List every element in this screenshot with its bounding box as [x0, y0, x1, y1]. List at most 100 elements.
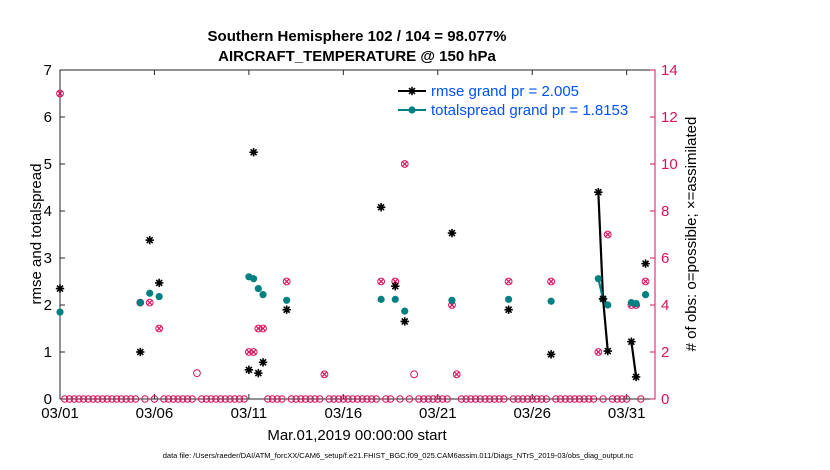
- y2-tick-label: 10: [661, 156, 678, 173]
- obs-zero-point: [353, 395, 362, 403]
- y2-tick-label: 8: [661, 203, 669, 220]
- obs-assimilated-point: [604, 231, 611, 238]
- obs-possible-point: [377, 277, 386, 286]
- obs-zero-point: [183, 395, 192, 403]
- obs-zero-point: [112, 395, 121, 403]
- obs-zero-point: [334, 395, 343, 403]
- legend-spread-label: totalspread grand pr = 1.8153: [431, 102, 628, 119]
- obs-zero-point: [443, 395, 451, 403]
- obs-zero-point: [396, 395, 404, 403]
- obs-zero-point: [486, 395, 494, 403]
- legend-rmse-star: [407, 86, 417, 96]
- obs-zero-point: [226, 395, 234, 403]
- obs-assimilated-point: [250, 349, 257, 355]
- rmse-point: [244, 365, 254, 375]
- obs-zero-point: [339, 395, 348, 403]
- obs-zero-point: [358, 395, 366, 403]
- obs-zero-point: [79, 395, 88, 403]
- obs-zero-point: [585, 395, 593, 403]
- obs-zero-point: [490, 395, 499, 403]
- obs-zero-point: [84, 395, 93, 403]
- obs-zero-point: [278, 395, 286, 403]
- totalspread-point: [250, 275, 258, 283]
- obs-zero-point: [349, 395, 357, 403]
- rmse-point: [145, 235, 154, 245]
- obs-zero-point: [150, 395, 159, 403]
- rmse-point: [546, 350, 556, 359]
- chart-subtitle: AIRCRAFT_TEMPERATURE @ 150 hPa: [218, 48, 496, 65]
- obs-zero-point: [561, 395, 569, 403]
- rmse-point: [627, 337, 636, 346]
- obs-possible-point: [594, 348, 603, 356]
- obs-zero-point: [419, 395, 428, 403]
- obs-assimilated-point: [401, 161, 408, 167]
- x-tick-label: 03/16: [325, 405, 363, 422]
- totalspread-point: [594, 275, 602, 283]
- obs-zero-point: [174, 395, 182, 403]
- obs-possible-point: [259, 324, 267, 333]
- obs-zero-point: [127, 395, 135, 403]
- chart-title: Southern Hemisphere 102 / 104 = 98.077%: [208, 28, 507, 45]
- obs-zero-point: [457, 395, 466, 403]
- obs-zero-point: [188, 395, 196, 403]
- obs-zero-point: [528, 395, 536, 403]
- totalspread-point: [401, 307, 409, 315]
- obs-zero-point: [264, 395, 272, 403]
- totalspread-point: [254, 284, 262, 293]
- obs-zero-point: [160, 395, 168, 403]
- totalspread-point: [604, 301, 612, 309]
- y-axis-right: 0 2 4 6 8 10 12 14: [650, 62, 678, 408]
- obs-zero-point: [613, 395, 621, 403]
- obs-zero-point: [566, 395, 574, 403]
- y-axis-label: rmse and totalspread: [28, 164, 45, 305]
- obs-zero-point: [240, 395, 248, 403]
- obs-assimilated-point: [378, 278, 384, 285]
- rmse-segment: [630, 341, 638, 378]
- rmse-point: [641, 259, 650, 268]
- rmse-point: [154, 278, 164, 288]
- obs-zero-point: [556, 395, 565, 403]
- obs-zero-point: [434, 395, 442, 403]
- obs-zero-point: [608, 395, 617, 403]
- rmse-point: [254, 368, 263, 378]
- legend-rmse-marker: [407, 86, 417, 96]
- y-tick-label: 6: [44, 109, 52, 126]
- obs-zero-point: [523, 395, 532, 403]
- obs-zero-point: [637, 395, 645, 403]
- obs-assimilated-point: [392, 278, 399, 285]
- obs-possible-point: [282, 277, 291, 286]
- y-tick-label: 5: [44, 156, 52, 173]
- x-tick-label: 03/06: [136, 405, 174, 422]
- obs-assimilated-point: [246, 349, 252, 355]
- totalspread-point: [56, 308, 64, 316]
- obs-possible-point: [410, 370, 419, 379]
- y2-tick-label: 0: [661, 391, 669, 408]
- obs-zero-point: [575, 395, 584, 403]
- obs-zero-point: [216, 395, 225, 403]
- totalspread-point: [136, 299, 144, 307]
- y-axis-left: 0 1 2 3 4 5 6 7: [44, 62, 65, 408]
- rmse-point: [447, 228, 457, 238]
- obs-zero-point: [363, 395, 371, 403]
- obs-zero-point: [405, 395, 414, 403]
- obs-zero-point: [141, 395, 149, 403]
- legend-rmse-label: rmse grand pr = 2.005: [431, 83, 579, 100]
- obs-assimilated-point: [548, 278, 554, 285]
- totalspread-point: [377, 295, 385, 303]
- obs-possible-point: [603, 230, 612, 239]
- y2-tick-label: 4: [661, 297, 669, 314]
- obs-assimilated-point: [260, 325, 266, 332]
- obs-possible-point: [320, 370, 329, 379]
- x-tick-label: 03/11: [231, 405, 267, 422]
- obs-possible-point: [547, 277, 556, 286]
- rmse-point: [282, 305, 291, 314]
- obs-zero-point: [103, 395, 111, 403]
- obs-possible-point: [244, 348, 253, 356]
- obs-zero-point: [533, 395, 541, 403]
- plot-area: [59, 69, 656, 400]
- rmse-point: [376, 203, 386, 212]
- obs-zero-point: [424, 395, 433, 403]
- totalspread-point: [155, 292, 163, 301]
- y2-axis-label: # of obs: o=possible; ×=assimilated: [683, 117, 700, 352]
- totalspread-point: [448, 296, 456, 304]
